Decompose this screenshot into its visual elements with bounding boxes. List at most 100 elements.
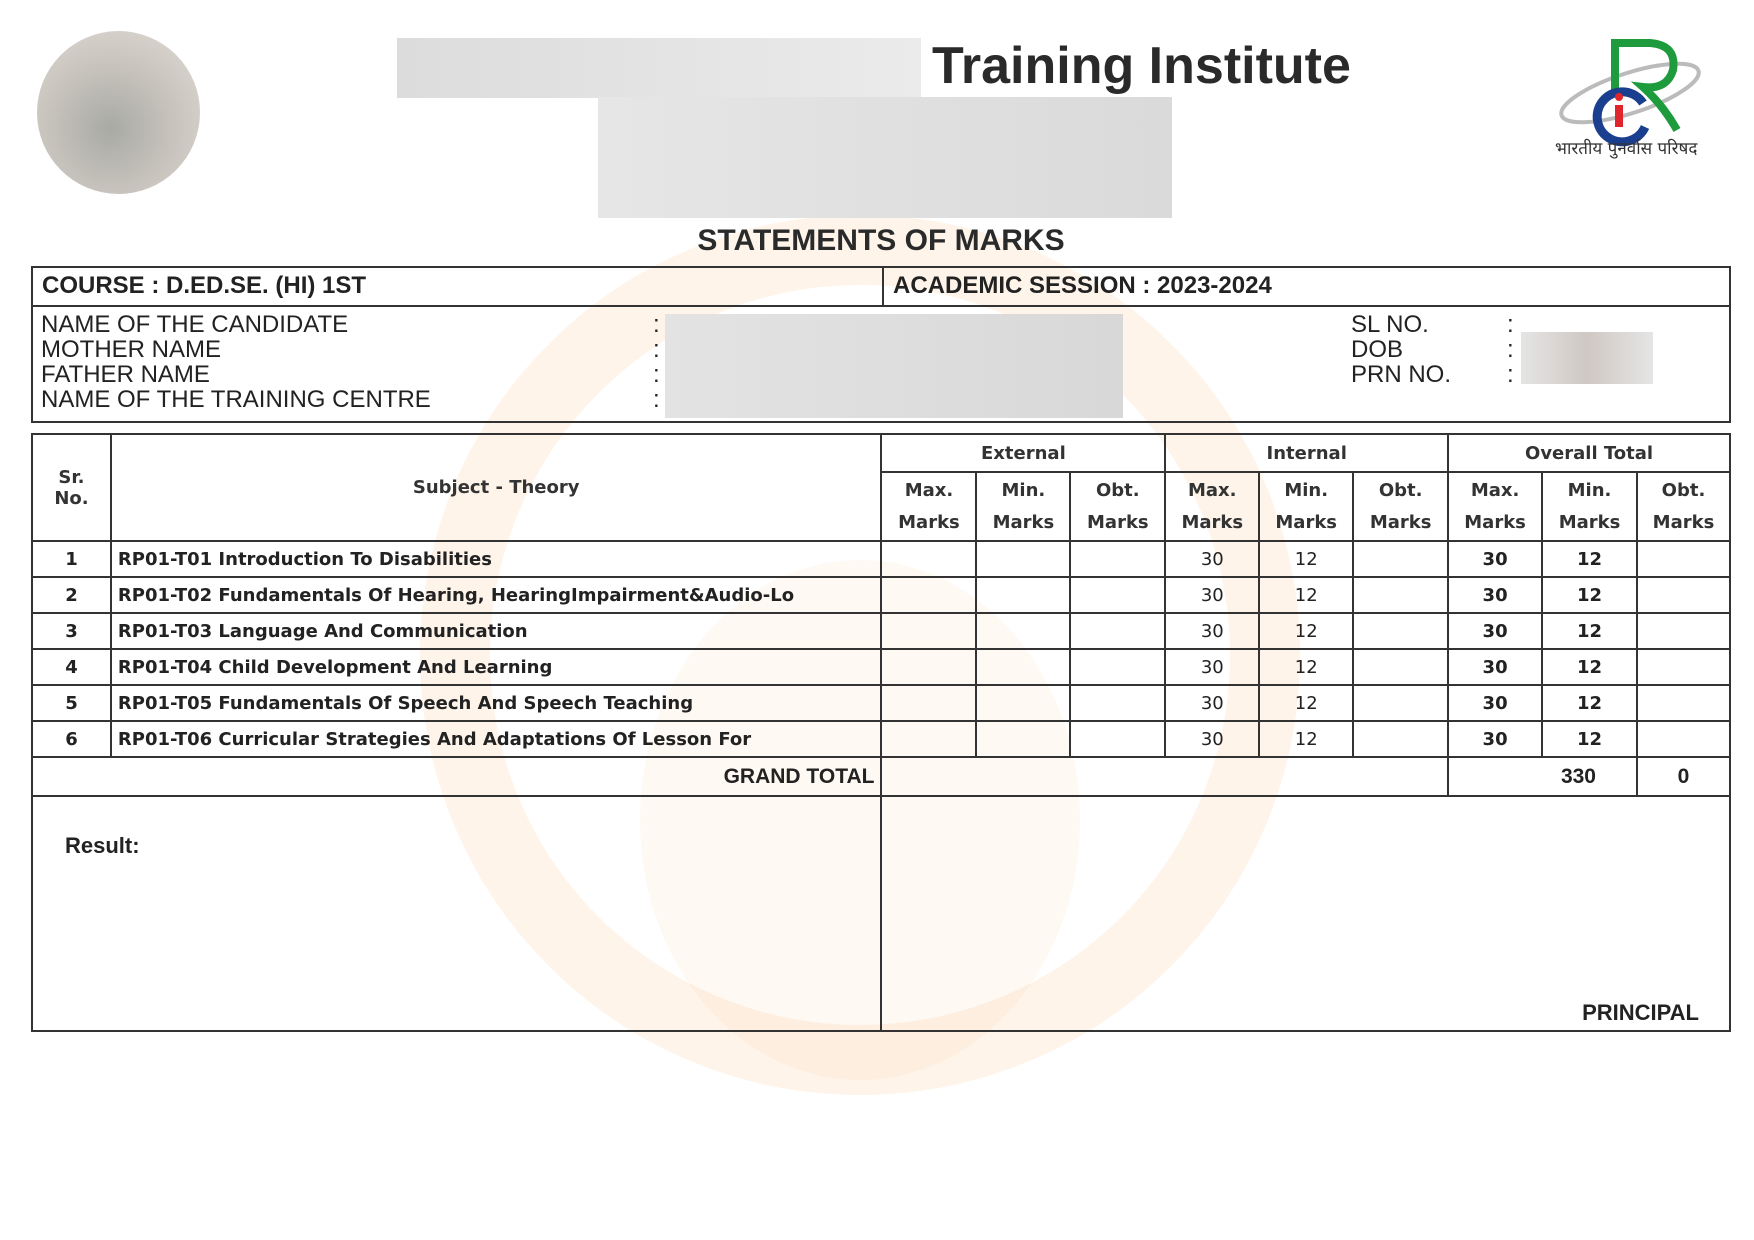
colon: : xyxy=(653,311,660,338)
cell-subject: RP01-T03 Language And Communication xyxy=(109,612,883,650)
logo-hindi-text: भारतीय पुनर्वास परिषद xyxy=(1555,139,1698,159)
cell-ext-min xyxy=(975,720,1072,758)
cell-total-obt xyxy=(1635,684,1732,722)
header-min-marks: Min. Marks xyxy=(1541,471,1638,542)
header-obt: Obt. xyxy=(1661,479,1706,501)
cell-sr-no: 2 xyxy=(31,576,112,614)
cell-total-min: 12 xyxy=(1541,540,1638,578)
cell-ext-obt xyxy=(1069,576,1167,614)
header-max-marks: Max. Marks xyxy=(1447,471,1544,542)
label-prn-no: PRN NO. xyxy=(1351,361,1452,388)
cell-int-max: 30 xyxy=(1164,540,1261,578)
cell-ext-max xyxy=(880,576,978,614)
header-subject: Subject - Theory xyxy=(109,433,883,542)
cell-subject: RP01-T02 Fundamentals Of Hearing, Hearin… xyxy=(109,576,883,614)
cell-int-min: 12 xyxy=(1258,576,1355,614)
cell-sr-no: 3 xyxy=(31,612,112,650)
header-max: Max. xyxy=(1470,479,1520,501)
cell-int-obt xyxy=(1352,576,1450,614)
academic-session: ACADEMIC SESSION : 2023-2024 xyxy=(893,272,1272,299)
cell-int-obt xyxy=(1352,684,1450,722)
right-labels: SL NO. DOB PRN NO. xyxy=(1351,312,1451,387)
header-min-marks: Min. Marks xyxy=(1258,471,1355,542)
cell-total-min: 12 xyxy=(1541,720,1638,758)
cell-int-max: 30 xyxy=(1164,684,1261,722)
cell-int-max: 30 xyxy=(1164,612,1261,650)
cell-total-min: 12 xyxy=(1541,684,1638,722)
header-marks: Marks xyxy=(1087,511,1149,533)
header-marks: Marks xyxy=(992,511,1055,533)
header-min: Min. xyxy=(1284,479,1329,501)
header-obt-marks: Obt. Marks xyxy=(1352,471,1450,542)
right-colons: : : : xyxy=(1507,312,1514,387)
table-row: 3 RP01-T03 Language And Communication 30 12… xyxy=(31,612,1732,650)
label-dob: DOB xyxy=(1351,336,1404,363)
header-obt: Obt. xyxy=(1378,479,1423,501)
header-min-marks: Min. Marks xyxy=(975,471,1072,542)
course: COURSE : D.ED.SE. (HI) 1ST xyxy=(33,268,884,305)
institute-title: Training Institute xyxy=(932,37,1351,95)
label-father-name: FATHER NAME xyxy=(41,361,210,388)
cell-total-obt xyxy=(1635,612,1732,650)
marks-table: Sr. No. Subject - Theory External Intern… xyxy=(30,433,1732,1032)
cell-int-obt xyxy=(1352,720,1450,758)
header-marks: Marks xyxy=(1369,511,1432,533)
header-sr-no: Sr. No. xyxy=(31,433,112,542)
footer-row: Result: PRINCIPAL xyxy=(30,795,1731,1032)
cell-ext-obt xyxy=(1069,612,1167,650)
cell-ext-obt xyxy=(1069,540,1167,578)
table-row: 2 RP01-T02 Fundamentals Of Hearing, Heari… xyxy=(31,576,1732,614)
label-sl-no: SL NO. xyxy=(1351,311,1429,338)
cell-int-min: 12 xyxy=(1258,612,1355,650)
label-candidate-name: NAME OF THE CANDIDATE xyxy=(41,311,349,338)
header-obt: Obt. xyxy=(1096,479,1140,501)
principal-signature: PRINCIPAL xyxy=(880,795,1731,1032)
cell-total-max: 30 xyxy=(1447,648,1544,686)
left-labels: NAME OF THE CANDIDATE MOTHER NAME FATHER… xyxy=(41,312,431,412)
cell-int-max: 30 xyxy=(1164,648,1261,686)
grand-total-obt: 0 xyxy=(1635,756,1732,797)
cell-ext-obt xyxy=(1069,648,1167,686)
redacted-institute-name xyxy=(397,38,921,98)
cell-ext-max xyxy=(880,612,978,650)
header-obt-marks: Obt. Marks xyxy=(1635,471,1732,542)
header-max-marks: Max. Marks xyxy=(1164,471,1261,542)
grand-total-blank xyxy=(880,756,1450,797)
cell-subject: RP01-T01 Introduction To Disabilities xyxy=(109,540,883,578)
table-row: 6 RP01-T06 Curricular Strategies And Adap… xyxy=(31,720,1732,758)
cell-int-obt xyxy=(1352,540,1450,578)
cell-ext-min xyxy=(975,576,1072,614)
cell-ext-max xyxy=(880,648,978,686)
cell-ext-min xyxy=(975,684,1072,722)
colon: : xyxy=(1507,361,1514,388)
cell-total-min: 12 xyxy=(1541,612,1638,650)
header-marks: Marks xyxy=(1464,511,1526,533)
cell-subject: RP01-T06 Curricular Strategies And Adapt… xyxy=(109,720,883,758)
table-row: 5 RP01-T05 Fundamentals Of Speech And Spe… xyxy=(31,684,1732,722)
statement-title: STATEMENTS OF MARKS xyxy=(697,224,1065,257)
cell-total-obt xyxy=(1635,648,1732,686)
cell-sr-no: 6 xyxy=(31,720,112,758)
cell-ext-min xyxy=(975,612,1072,650)
header-external: External xyxy=(880,433,1167,473)
cell-int-min: 12 xyxy=(1258,720,1355,758)
cell-ext-max xyxy=(880,684,978,722)
cell-int-min: 12 xyxy=(1258,684,1355,722)
cell-total-obt xyxy=(1635,540,1732,578)
header-min: Min. xyxy=(1567,479,1612,501)
cell-ext-max xyxy=(880,540,978,578)
rci-logo xyxy=(1559,39,1701,147)
cell-total-obt xyxy=(1635,576,1732,614)
header-marks: Marks xyxy=(1275,511,1338,533)
redacted-dob-prn xyxy=(1521,332,1653,384)
cell-int-min: 12 xyxy=(1258,648,1355,686)
header-obt-marks: Obt. Marks xyxy=(1069,471,1167,542)
header-max-marks: Max. Marks xyxy=(880,471,978,542)
left-colons: : : : : xyxy=(653,312,660,412)
header-marks: Marks xyxy=(1181,511,1244,533)
header-marks: Marks xyxy=(1558,511,1621,533)
header-max: Max. xyxy=(904,479,954,501)
cell-total-max: 30 xyxy=(1447,576,1544,614)
cell-total-max: 30 xyxy=(1447,612,1544,650)
colon: : xyxy=(653,336,660,363)
